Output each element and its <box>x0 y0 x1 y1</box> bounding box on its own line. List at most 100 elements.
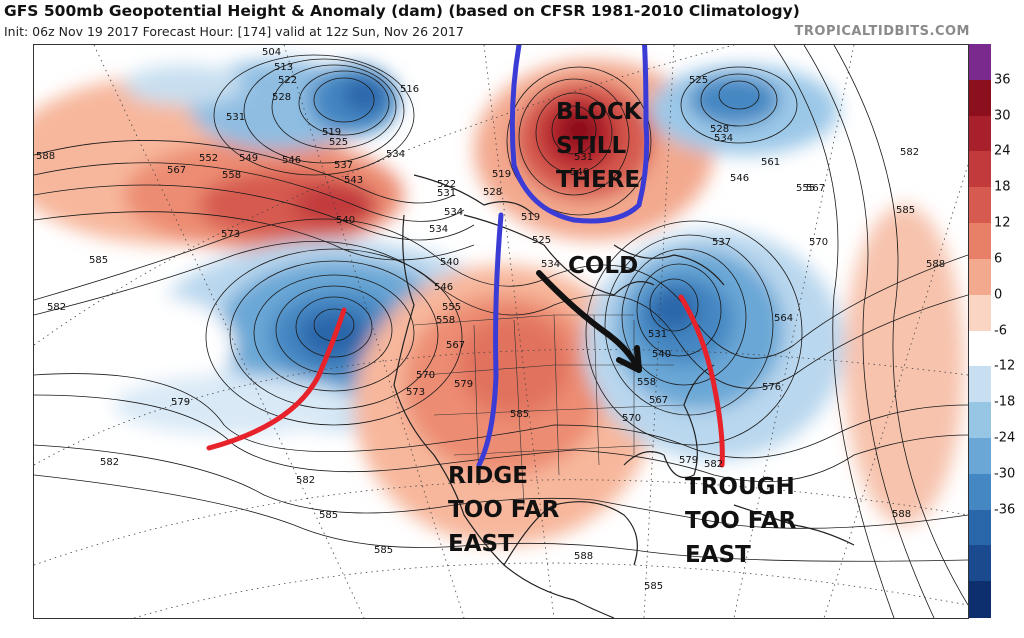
colorbar-segment <box>969 509 991 546</box>
contour-label: 519 <box>521 212 540 223</box>
contour-label: 540 <box>336 215 355 226</box>
contour-label: 522 <box>278 75 297 86</box>
contour-label: 537 <box>334 160 353 171</box>
anomaly-map: 504 513 522 528 531 516 525 552 549 546 … <box>33 44 969 619</box>
colorbar-segment <box>969 151 991 188</box>
colorbar-segment <box>969 44 991 81</box>
contour-label: 582 <box>900 147 919 158</box>
colorbar-segment <box>969 366 991 403</box>
contour-label: 585 <box>644 581 663 592</box>
colorbar-segment <box>969 545 991 582</box>
contour-label: 522 <box>437 179 456 190</box>
contour-label: 555 <box>442 302 461 313</box>
ridge-line-3: EAST <box>448 531 514 557</box>
contour-label: 582 <box>100 457 119 468</box>
colorbar-tick-label: 36 <box>994 72 1011 88</box>
colorbar-segment <box>969 402 991 439</box>
contour-label: 540 <box>570 167 589 178</box>
contour-label: 561 <box>761 157 780 168</box>
block-line-3: THERE <box>556 167 641 193</box>
contour-label: 537 <box>712 237 731 248</box>
colorbar-segment <box>969 437 991 475</box>
colorbar-tick-label: 18 <box>994 179 1011 195</box>
contour-label: 555 <box>796 183 815 194</box>
contour-label: 588 <box>926 259 945 270</box>
trough-line-3: EAST <box>685 542 751 568</box>
colorbar-segment <box>969 581 991 618</box>
contour-label: 516 <box>400 84 419 95</box>
contour-label: 531 <box>226 112 245 123</box>
contour-label: 534 <box>429 224 448 235</box>
contour-label: 585 <box>89 255 108 266</box>
anomaly-colorbar <box>969 44 991 618</box>
contour-label: 528 <box>710 124 729 135</box>
contour-label: 585 <box>510 409 529 420</box>
contour-label: 519 <box>322 127 341 138</box>
colorbar-segment <box>969 79 991 117</box>
contour-label: 558 <box>637 377 656 388</box>
contour-label: 585 <box>319 510 338 521</box>
contour-label: 570 <box>809 237 828 248</box>
contour-label: 525 <box>532 235 551 246</box>
contour-label: 567 <box>806 183 825 194</box>
colorbar-segment <box>969 294 991 331</box>
colorbar-tick-label: 0 <box>994 287 1003 303</box>
contour-label: 504 <box>262 47 281 58</box>
colorbar-tick-label: 6 <box>994 251 1003 267</box>
colorbar-segment <box>969 258 991 296</box>
contour-label: 567 <box>167 165 186 176</box>
colorbar-segment <box>969 473 991 511</box>
contour-label: 531 <box>648 329 667 340</box>
cold-annotation: COLD <box>568 253 639 279</box>
contour-label: 582 <box>704 459 723 470</box>
contour-label: 519 <box>492 169 511 180</box>
contour-label: 543 <box>344 175 363 186</box>
contour-label: 558 <box>222 170 241 181</box>
block-line-1: BLOCK <box>556 99 642 125</box>
contour-label: 582 <box>47 302 66 313</box>
west-trough-axis-line <box>206 307 347 451</box>
contour-labels: 504 513 522 528 531 516 525 552 549 546 … <box>36 47 945 592</box>
trough-line-2: TOO FAR <box>685 508 797 534</box>
contour-label: 552 <box>199 153 218 164</box>
colorbar-tick-label: -18 <box>994 394 1016 410</box>
contour-label: 564 <box>774 313 793 324</box>
contour-label: 534 <box>386 149 405 160</box>
contour-label: 525 <box>689 75 708 86</box>
ridge-axis-line <box>476 212 504 468</box>
east-trough-axis-line <box>678 294 725 468</box>
block-annotation: BLOCK STILL THERE <box>556 95 642 197</box>
contour-label: 546 <box>282 155 301 166</box>
colorbar-tick-label: -36 <box>994 502 1016 518</box>
colorbar-tick-label: -30 <box>994 466 1016 482</box>
contour-label: 534 <box>541 259 560 270</box>
ridge-line-1: RIDGE <box>448 463 528 489</box>
contour-label: 528 <box>483 187 502 198</box>
colorbar-segment <box>969 187 991 224</box>
contour-label: 585 <box>896 205 915 216</box>
trough-line-1: TROUGH <box>685 474 795 500</box>
contour-label: 540 <box>440 257 459 268</box>
contour-label: 579 <box>454 379 473 390</box>
colorbar-tick-label: -24 <box>994 430 1016 446</box>
contour-label: 534 <box>714 133 733 144</box>
contour-label: 531 <box>437 188 456 199</box>
contour-label: 582 <box>296 475 315 486</box>
contour-label: 525 <box>329 137 348 148</box>
state-borders <box>413 314 685 506</box>
chart-subtitle: Init: 06z Nov 19 2017 Forecast Hour: [17… <box>4 24 464 39</box>
contour-label: 573 <box>221 229 240 240</box>
contour-label: 579 <box>171 397 190 408</box>
colorbar-segment <box>969 115 991 152</box>
colorbar-tick-label: -6 <box>994 323 1007 338</box>
colorbar-tick-label: 30 <box>994 108 1011 124</box>
chart-title: GFS 500mb Geopotential Height & Anomaly … <box>4 2 800 20</box>
ridge-line-2: TOO FAR <box>448 497 560 523</box>
contour-label: 588 <box>36 151 55 162</box>
block-outline <box>509 45 650 224</box>
contour-label: 540 <box>652 349 671 360</box>
contour-label: 531 <box>574 152 593 163</box>
contour-label: 573 <box>406 387 425 398</box>
trough-annotation: TROUGH TOO FAR EAST <box>685 470 796 572</box>
source-credit: TROPICALTIDBITS.COM <box>794 24 970 39</box>
